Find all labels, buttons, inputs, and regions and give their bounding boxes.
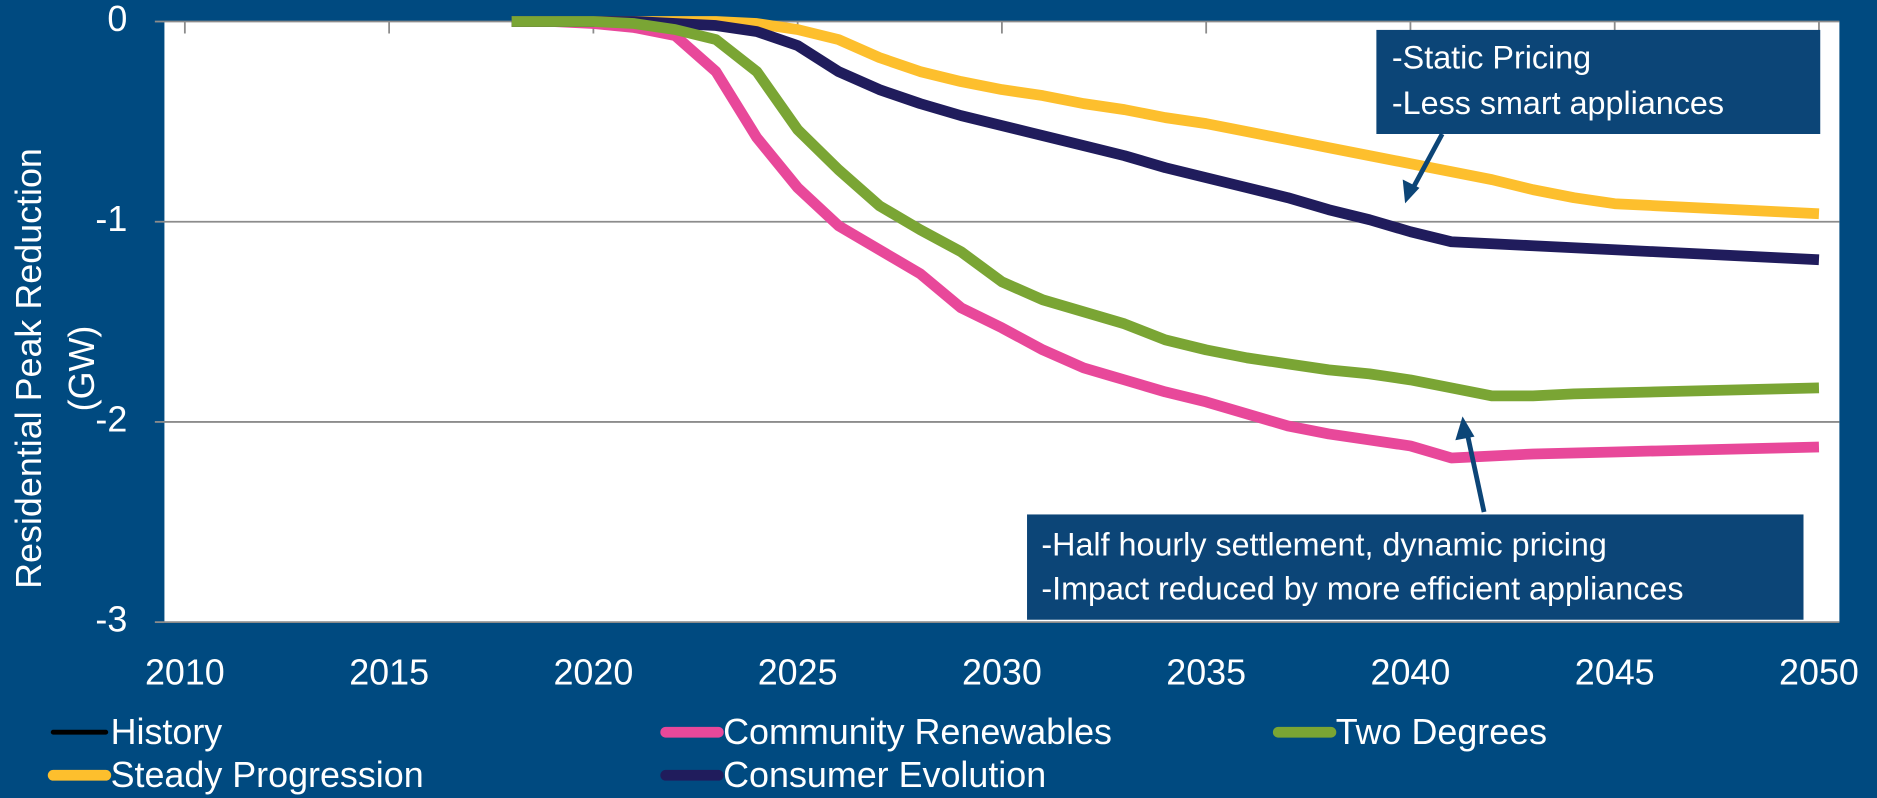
annotation-text: -Half hourly settlement, dynamic pricing: [1041, 526, 1606, 562]
x-tick-label: 2020: [553, 652, 633, 692]
y-tick-label: 0: [107, 0, 127, 39]
annotation-dynamic: -Half hourly settlement, dynamic pricing…: [1027, 416, 1804, 620]
annotation-static: -Static Pricing -Less smart appliances: [1376, 29, 1821, 204]
annotation-arrow: [1407, 132, 1445, 195]
y-axis-label: Residential Peak Reduction: [9, 148, 49, 589]
lines: [511, 16, 1820, 464]
y-tick-label: -1: [95, 199, 127, 239]
x-tick-label: 2035: [1166, 652, 1246, 692]
legend-label: History: [111, 712, 223, 752]
annotation-arrowhead: [1402, 179, 1420, 204]
x-tick-label: 2030: [962, 652, 1042, 692]
x-tick-label: 2010: [145, 652, 225, 692]
annotation-text: -Impact reduced by more efficient applia…: [1041, 571, 1683, 607]
x-tick-label: 2015: [349, 652, 429, 692]
x-tick-label: 2040: [1371, 652, 1451, 692]
annotation-arrowhead: [1455, 416, 1475, 441]
annotation-box: [1027, 514, 1804, 620]
legend-label: Community Renewables: [723, 712, 1112, 752]
series-line: [511, 16, 1820, 402]
x-tick-label: 2050: [1779, 652, 1859, 692]
annotation-box: [1376, 29, 1821, 134]
legend-label: Steady Progression: [111, 755, 424, 795]
y-tick-label: -3: [95, 600, 127, 640]
series-line: [511, 16, 1820, 266]
series-line: [511, 16, 1820, 464]
annotation-text: -Less smart appliances: [1392, 85, 1724, 121]
y-axis-label: (GW): [62, 326, 102, 412]
annotation-text: -Static Pricing: [1392, 39, 1591, 75]
x-tick-label: 2025: [758, 652, 838, 692]
legend-label: Two Degrees: [1336, 712, 1547, 752]
y-tick-label: -2: [95, 399, 127, 439]
legend-label: Consumer Evolution: [723, 755, 1046, 795]
x-tick-label: 2045: [1575, 652, 1655, 692]
annotation-arrow: [1463, 427, 1487, 513]
